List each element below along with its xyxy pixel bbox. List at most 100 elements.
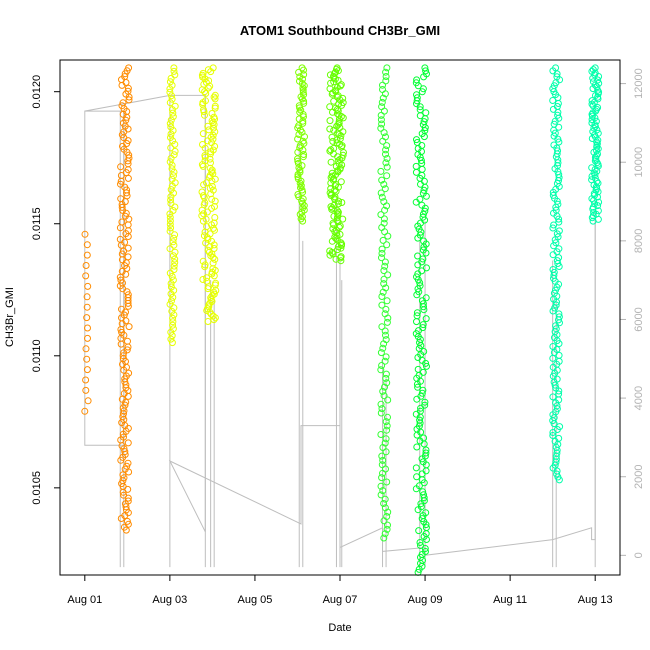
data-point (556, 423, 564, 431)
data-point (377, 349, 385, 357)
data-point (300, 99, 308, 107)
data-point (300, 82, 308, 90)
data-point (124, 174, 132, 182)
data-point (337, 257, 345, 265)
data-point (122, 503, 130, 511)
data-point (382, 146, 390, 154)
data-point (549, 97, 557, 104)
data-point (383, 64, 391, 72)
data-point (171, 255, 179, 263)
data-point (382, 374, 390, 382)
data-point (171, 140, 179, 148)
data-point (294, 157, 302, 165)
data-point (336, 222, 344, 230)
data-point (383, 478, 391, 486)
data-point (422, 294, 430, 302)
data-point (168, 332, 176, 340)
data-point (377, 167, 385, 175)
data-point (300, 113, 307, 121)
data-point (420, 491, 428, 499)
data-point (384, 521, 391, 529)
data-point (168, 165, 176, 173)
data-point (381, 228, 389, 236)
data-point (413, 91, 420, 99)
data-point (166, 85, 174, 93)
data-point (380, 534, 388, 542)
data-point (121, 401, 129, 409)
y2-tick-label: 0 (633, 552, 645, 558)
data-point (169, 238, 177, 246)
data-point (380, 129, 388, 137)
data-point (422, 109, 430, 117)
data-point (414, 383, 422, 391)
data-point (423, 362, 430, 370)
data-point (413, 318, 420, 326)
data-point (412, 168, 420, 176)
data-point (382, 77, 390, 85)
data-point (381, 495, 389, 503)
data-point (300, 151, 308, 158)
data-point (170, 241, 178, 249)
data-point (81, 230, 89, 238)
data-point (169, 293, 177, 301)
data-point (421, 398, 429, 406)
data-point (422, 67, 430, 75)
data-point (383, 155, 391, 162)
data-point (200, 210, 208, 218)
data-point (417, 503, 425, 511)
data-point (82, 376, 90, 384)
data-point (295, 122, 303, 130)
data-point (422, 449, 430, 457)
data-point (419, 324, 427, 332)
data-point (117, 163, 125, 171)
data-point (413, 139, 421, 146)
y2-tick-label: 8000 (633, 229, 645, 253)
data-point (168, 161, 176, 169)
data-point (378, 103, 386, 111)
data-point (422, 548, 429, 555)
data-point (337, 253, 345, 261)
data-point (382, 133, 389, 141)
y2-tick-label: 6000 (633, 307, 645, 331)
data-point (382, 418, 390, 426)
data-point (378, 249, 386, 257)
data-point (412, 464, 420, 472)
data-point (82, 386, 90, 394)
data-point (422, 509, 430, 517)
data-point (199, 257, 207, 265)
data-point (383, 318, 391, 326)
data-points (81, 64, 603, 576)
data-point (120, 491, 128, 499)
data-point (169, 325, 177, 333)
data-point (380, 280, 388, 288)
data-point (167, 130, 175, 138)
data-point (170, 234, 178, 242)
data-point (166, 213, 174, 221)
data-point (124, 253, 132, 261)
data-point (294, 173, 302, 181)
data-point (593, 147, 600, 154)
data-point (379, 387, 387, 395)
data-point (338, 199, 346, 206)
data-point (418, 515, 426, 523)
data-point (384, 271, 392, 279)
data-point (117, 276, 125, 284)
data-point (295, 115, 303, 123)
data-point (170, 151, 178, 159)
data-point (209, 135, 217, 143)
data-point (168, 307, 176, 315)
data-point (382, 370, 390, 378)
data-point (378, 362, 386, 369)
data-point (549, 266, 557, 273)
data-point (204, 246, 212, 254)
data-point (416, 539, 424, 546)
data-point (125, 323, 133, 331)
data-point (334, 246, 342, 254)
data-point (208, 110, 216, 117)
y2-tick-label: 4000 (633, 386, 645, 410)
data-point (554, 111, 562, 119)
data-point (118, 218, 126, 226)
data-point (170, 311, 178, 319)
data-point (167, 144, 175, 152)
y2-tick-label: 12000 (633, 68, 645, 99)
